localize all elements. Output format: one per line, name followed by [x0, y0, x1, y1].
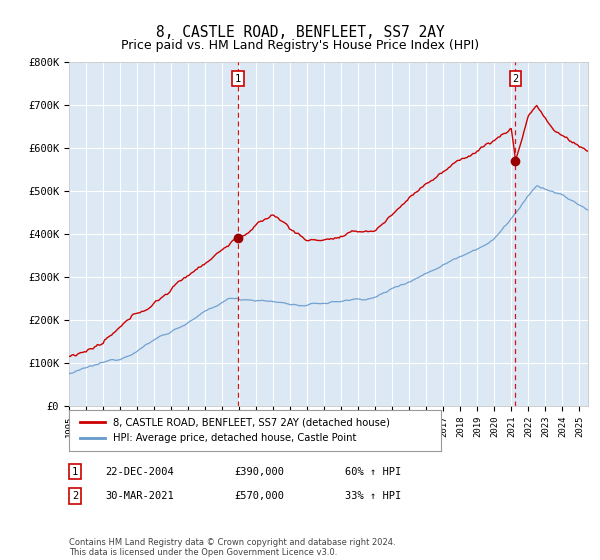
Text: 30-MAR-2021: 30-MAR-2021 [105, 491, 174, 501]
Text: £390,000: £390,000 [234, 466, 284, 477]
Text: 22-DEC-2004: 22-DEC-2004 [105, 466, 174, 477]
Text: Contains HM Land Registry data © Crown copyright and database right 2024.
This d: Contains HM Land Registry data © Crown c… [69, 538, 395, 557]
Text: £570,000: £570,000 [234, 491, 284, 501]
Text: 1: 1 [235, 74, 241, 84]
Text: 1: 1 [72, 466, 78, 477]
Text: 8, CASTLE ROAD, BENFLEET, SS7 2AY: 8, CASTLE ROAD, BENFLEET, SS7 2AY [155, 25, 445, 40]
Text: 2: 2 [72, 491, 78, 501]
Text: 2: 2 [512, 74, 518, 84]
Text: 60% ↑ HPI: 60% ↑ HPI [345, 466, 401, 477]
Legend: 8, CASTLE ROAD, BENFLEET, SS7 2AY (detached house), HPI: Average price, detached: 8, CASTLE ROAD, BENFLEET, SS7 2AY (detac… [74, 412, 396, 449]
Text: 33% ↑ HPI: 33% ↑ HPI [345, 491, 401, 501]
Text: Price paid vs. HM Land Registry's House Price Index (HPI): Price paid vs. HM Land Registry's House … [121, 39, 479, 52]
